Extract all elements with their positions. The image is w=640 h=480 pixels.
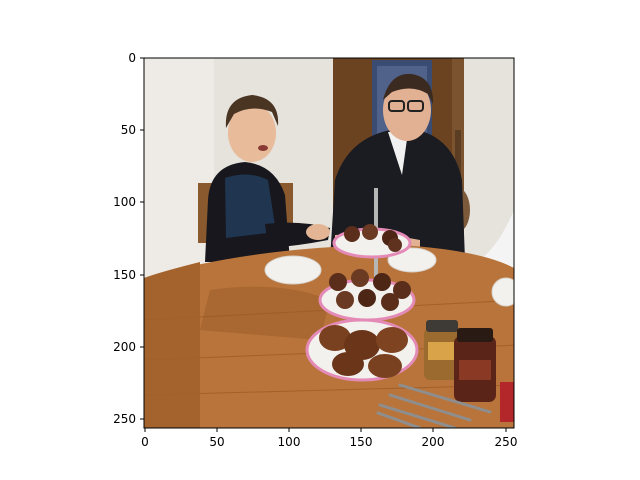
jar bbox=[424, 320, 460, 380]
cup bbox=[500, 382, 514, 422]
x-tick-label: 100 bbox=[278, 435, 301, 449]
jar bbox=[454, 328, 496, 402]
x-axis: 0 50 100 150 200 250 bbox=[141, 428, 517, 449]
y-tick-label: 0 bbox=[128, 51, 136, 65]
x-tick-label: 250 bbox=[495, 435, 518, 449]
boy bbox=[205, 95, 330, 262]
y-tick-label: 150 bbox=[113, 268, 136, 282]
x-tick-label: 50 bbox=[209, 435, 224, 449]
photo bbox=[144, 58, 514, 428]
x-tick-label: 0 bbox=[141, 435, 149, 449]
plate bbox=[264, 255, 322, 285]
cutlery bbox=[376, 383, 492, 428]
y-tick-label: 200 bbox=[113, 340, 136, 354]
y-tick-label: 250 bbox=[113, 412, 136, 426]
cupcake-stand bbox=[305, 188, 419, 382]
y-axis: 0 50 100 150 200 250 bbox=[113, 51, 144, 426]
x-tick-label: 200 bbox=[422, 435, 445, 449]
axes-frame bbox=[143, 57, 515, 429]
x-tick-label: 150 bbox=[350, 435, 373, 449]
y-tick-label: 50 bbox=[121, 123, 136, 137]
plate bbox=[491, 277, 514, 307]
y-tick-label: 100 bbox=[113, 195, 136, 209]
